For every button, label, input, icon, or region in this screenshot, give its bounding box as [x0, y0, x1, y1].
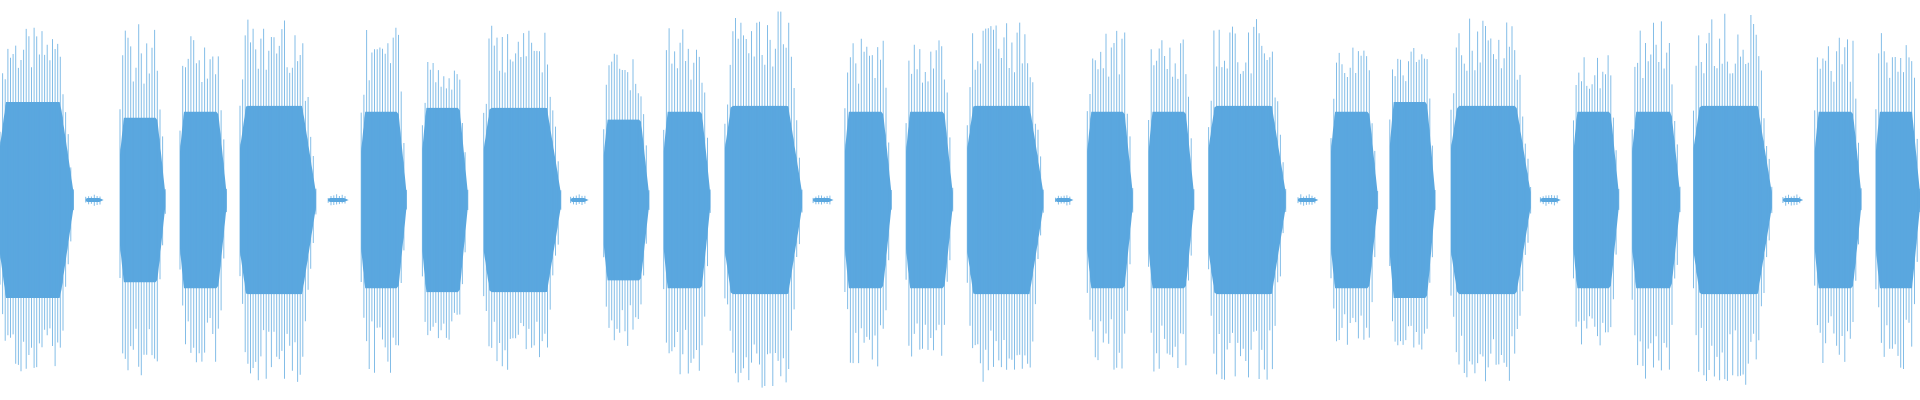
burst-peaks — [360, 27, 407, 373]
burst-core — [180, 111, 227, 289]
burst — [1055, 195, 1074, 206]
burst — [327, 194, 349, 206]
burst-core — [603, 119, 649, 281]
burst — [360, 27, 407, 373]
burst — [1208, 19, 1287, 380]
burst-peaks — [1086, 30, 1134, 370]
burst-peaks — [966, 22, 1044, 382]
burst — [844, 38, 892, 367]
burst-core — [328, 198, 348, 202]
burst — [663, 28, 711, 375]
burst-peaks — [905, 40, 954, 357]
burst-core — [1540, 198, 1560, 202]
burst-core — [663, 111, 711, 289]
burst — [1297, 194, 1319, 206]
burst-peaks — [724, 11, 803, 388]
burst — [119, 24, 166, 376]
burst-peaks — [1330, 47, 1379, 345]
burst-peaks — [1573, 55, 1620, 346]
burst-peaks — [1782, 194, 1803, 206]
burst — [1782, 194, 1803, 206]
burst — [966, 22, 1044, 382]
burst-core — [422, 107, 468, 293]
burst-core — [1331, 111, 1378, 289]
burst-peaks — [1693, 13, 1773, 385]
burst — [1875, 33, 1920, 369]
burst-core — [1573, 111, 1619, 289]
burst — [85, 194, 104, 206]
burst-peaks — [0, 27, 74, 372]
burst-peaks — [603, 53, 650, 346]
burst-peaks — [239, 19, 317, 382]
burst — [239, 19, 317, 382]
burst-peaks — [1055, 195, 1074, 206]
burst-peaks — [1875, 33, 1920, 369]
burst-core — [1208, 105, 1286, 295]
burst-core — [1148, 111, 1194, 289]
burst-peaks — [844, 38, 892, 367]
burst-core — [844, 111, 892, 289]
burst — [1450, 18, 1532, 382]
burst-core — [240, 105, 316, 295]
burst-core — [1389, 102, 1436, 298]
burst-peaks — [1148, 39, 1195, 372]
burst-core — [1087, 111, 1133, 289]
burst-core — [906, 111, 953, 289]
burst-peaks — [1389, 48, 1436, 350]
burst — [1693, 13, 1773, 385]
burst-core — [967, 105, 1044, 295]
burst-core — [361, 111, 407, 289]
burst — [1389, 48, 1436, 350]
burst — [603, 53, 650, 346]
burst-peaks — [812, 195, 834, 205]
burst-peaks — [327, 194, 349, 206]
burst — [1539, 195, 1561, 206]
burst-peaks — [421, 62, 469, 340]
burst-core — [1814, 111, 1862, 289]
burst-core — [1782, 198, 1803, 202]
burst — [179, 36, 227, 363]
burst — [812, 195, 834, 205]
burst-core — [1298, 198, 1318, 202]
burst — [1148, 39, 1195, 372]
burst — [724, 11, 803, 388]
burst-peaks — [179, 36, 227, 363]
burst-core — [483, 107, 561, 293]
burst-peaks — [1297, 194, 1319, 206]
burst — [421, 62, 469, 340]
burst — [1631, 21, 1681, 379]
burst-peaks — [570, 194, 589, 205]
burst-core — [120, 117, 166, 283]
burst-peaks — [1208, 19, 1287, 380]
burst-peaks — [1814, 37, 1862, 363]
burst — [483, 25, 562, 370]
burst — [1573, 55, 1620, 346]
burst — [905, 40, 954, 357]
burst-core — [724, 105, 802, 295]
burst — [1086, 30, 1134, 370]
burst-peaks — [85, 194, 104, 206]
burst-peaks — [119, 24, 166, 376]
burst-peaks — [663, 28, 711, 375]
burst-peaks — [1450, 18, 1532, 382]
burst-peaks — [1539, 195, 1561, 206]
burst — [1330, 47, 1379, 345]
burst — [1814, 37, 1862, 363]
burst — [0, 27, 74, 372]
burst-core — [813, 198, 833, 202]
burst-peaks — [483, 25, 562, 370]
burst — [570, 194, 589, 205]
burst-peaks — [1631, 21, 1681, 379]
